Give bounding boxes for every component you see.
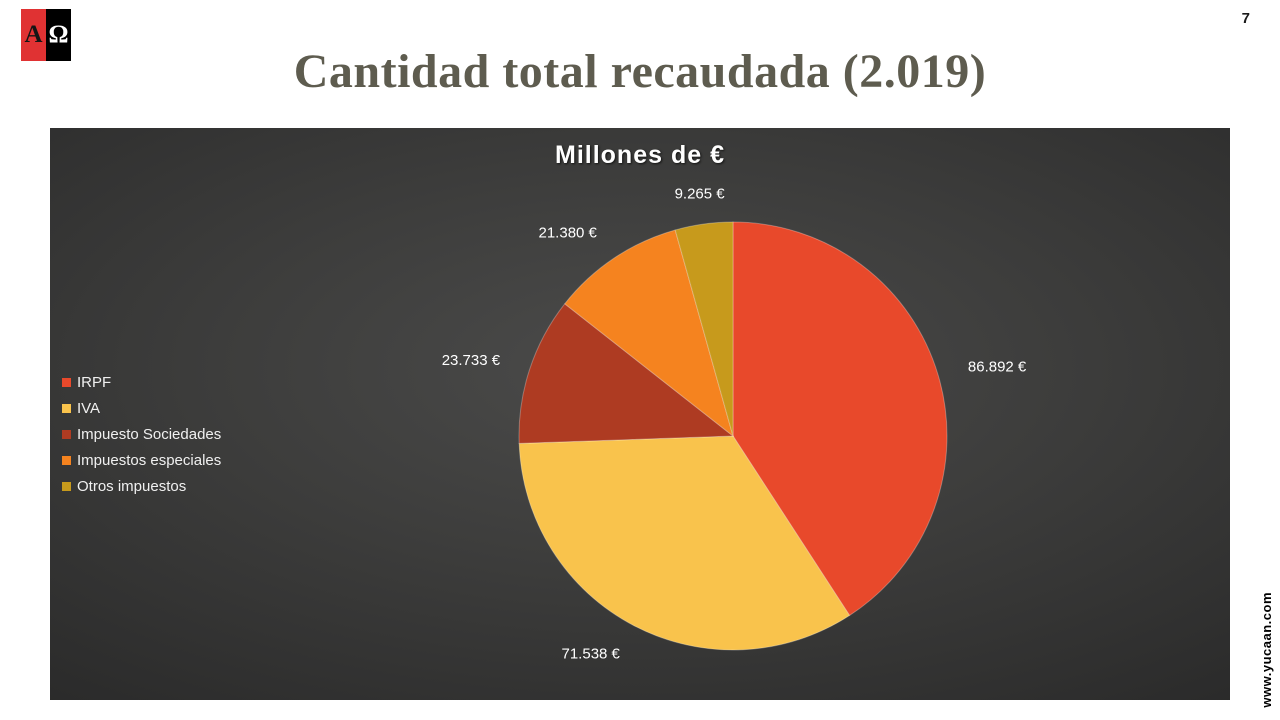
legend-label: Impuestos especiales — [77, 451, 222, 469]
pie-data-label: 71.538 € — [562, 645, 621, 662]
logo-letter-a: A — [21, 9, 46, 61]
pie-slice-otros-impuestos — [674, 221, 734, 437]
legend-item: Impuesto Sociedades — [62, 421, 221, 447]
pie-slice-impuesto-sociedades — [518, 303, 735, 444]
page-number: 7 — [1241, 10, 1250, 27]
slide-title: Cantidad total recaudada (2.019) — [293, 45, 987, 98]
logo-letter-omega: Ω — [46, 9, 71, 61]
legend-item: Otros impuestos — [62, 473, 221, 499]
chart-legend: IRPF IVA Impuesto Sociedades Impuestos espe… — [62, 369, 221, 499]
legend-label: Impuesto Sociedades — [77, 425, 222, 443]
legend-swatch — [62, 403, 71, 413]
pie-data-label: 21.380 € — [539, 224, 598, 241]
pie-slice-irpf — [732, 221, 948, 617]
legend-label: IRPF — [77, 373, 112, 391]
legend-label: Otros impuestos — [77, 477, 187, 495]
legend-swatch — [62, 429, 71, 439]
chart-title: Millones de € — [555, 141, 725, 169]
pie-chart: 86.892 € 71.538 € 23.733 € 21.380 € 9.265 € — [442, 185, 1027, 662]
pie-data-label: 86.892 € — [968, 358, 1027, 375]
legend-swatch — [62, 481, 71, 491]
chart-area: Millones de € 86.892 € 71.538 € 23.733 € 21… — [50, 128, 1230, 700]
legend-swatch — [62, 377, 71, 387]
pie-slice-iva — [518, 435, 851, 651]
legend-swatch — [62, 455, 71, 465]
pie-data-label: 23.733 € — [442, 352, 501, 369]
legend-item: Impuestos especiales — [62, 447, 221, 473]
legend-label: IVA — [77, 399, 101, 417]
pie-slice-impuestos-especiales — [564, 229, 734, 438]
pie-data-label: 9.265 € — [675, 185, 726, 202]
legend-item: IVA — [62, 395, 221, 421]
legend-item: IRPF — [62, 369, 221, 395]
logo: A Ω — [21, 9, 71, 61]
watermark-url: www.yucaan.com — [1259, 592, 1274, 708]
